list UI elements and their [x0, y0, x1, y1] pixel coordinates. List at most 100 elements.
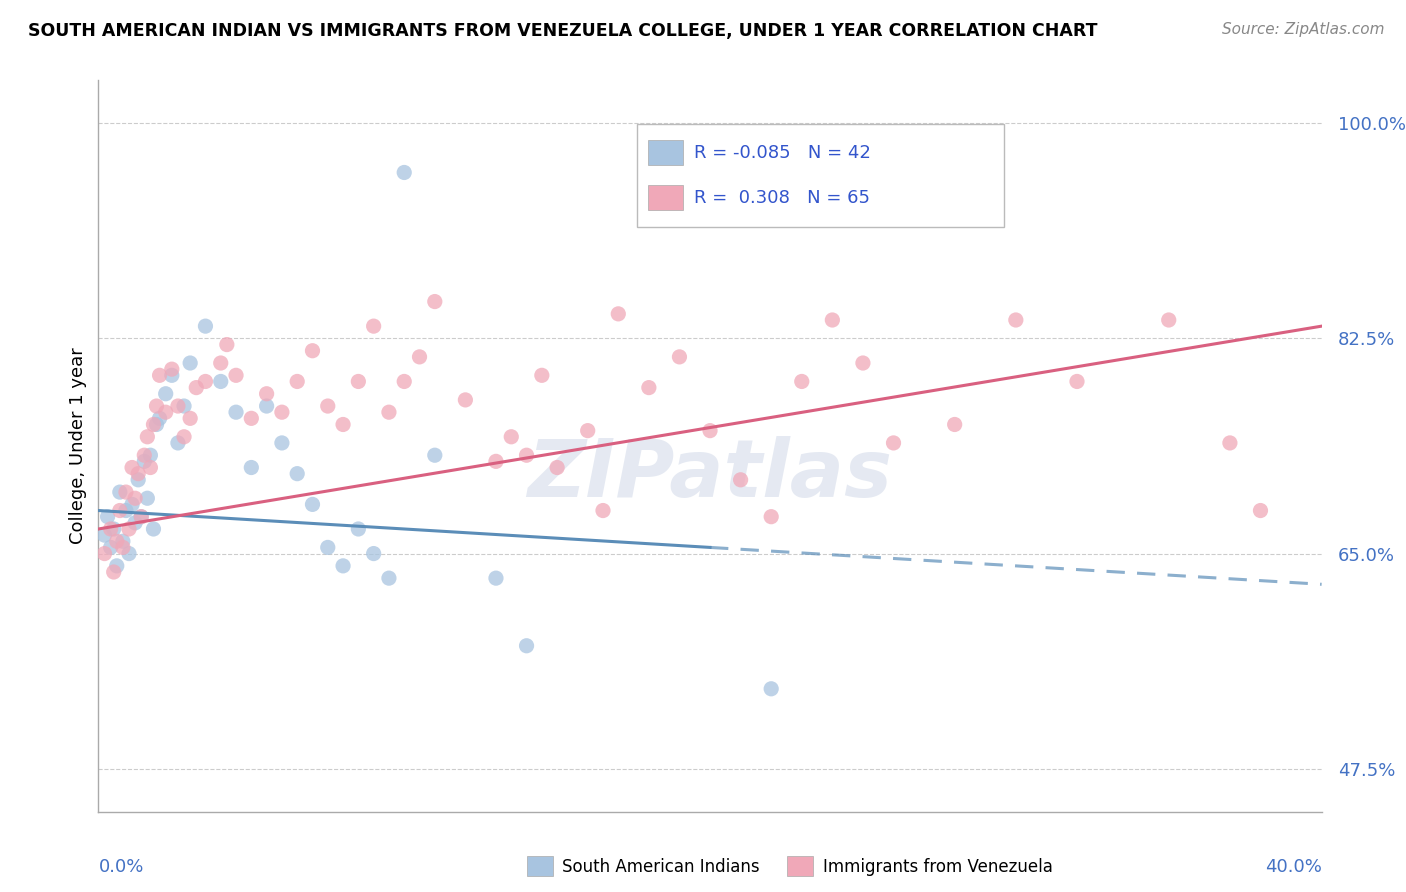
Point — [124, 516, 146, 530]
Point — [209, 356, 232, 370]
Point — [821, 313, 844, 327]
Point — [530, 368, 553, 383]
Point — [103, 565, 125, 579]
Point — [145, 417, 167, 432]
Point — [155, 386, 177, 401]
Point — [1004, 313, 1026, 327]
Point — [136, 430, 159, 444]
Point — [301, 497, 323, 511]
Point — [378, 405, 401, 419]
Point — [108, 485, 131, 500]
Text: South American Indians: South American Indians — [562, 858, 761, 876]
Point — [485, 571, 508, 585]
Point — [225, 368, 247, 383]
Point — [129, 509, 152, 524]
Point — [761, 509, 783, 524]
Text: R =  0.308   N = 65: R = 0.308 N = 65 — [695, 189, 870, 207]
Point — [501, 430, 523, 444]
Point — [699, 424, 721, 438]
Point — [516, 639, 538, 653]
Text: SOUTH AMERICAN INDIAN VS IMMIGRANTS FROM VENEZUELA COLLEGE, UNDER 1 YEAR CORRELA: SOUTH AMERICAN INDIAN VS IMMIGRANTS FROM… — [28, 22, 1098, 40]
Point — [124, 491, 146, 506]
Point — [423, 448, 446, 462]
Point — [761, 681, 783, 696]
Point — [179, 356, 201, 370]
Point — [142, 522, 165, 536]
Point — [93, 547, 115, 561]
Point — [270, 405, 294, 419]
Point — [121, 497, 143, 511]
Point — [256, 399, 278, 413]
Point — [285, 467, 308, 481]
Point — [105, 558, 128, 573]
Point — [1250, 503, 1272, 517]
Point — [209, 375, 232, 389]
Point — [149, 368, 172, 383]
Point — [668, 350, 690, 364]
Point — [285, 375, 308, 389]
Point — [167, 399, 190, 413]
Point — [637, 381, 661, 395]
Text: 0.0%: 0.0% — [98, 858, 143, 876]
Point — [149, 411, 172, 425]
Point — [347, 522, 370, 536]
Point — [790, 375, 813, 389]
Point — [173, 399, 195, 413]
Point — [270, 436, 294, 450]
Point — [139, 448, 162, 462]
Point — [194, 375, 217, 389]
Point — [136, 491, 159, 506]
Point — [160, 362, 183, 376]
Point — [100, 522, 122, 536]
Point — [103, 522, 125, 536]
Text: 40.0%: 40.0% — [1265, 858, 1322, 876]
Point — [392, 165, 416, 179]
Point — [121, 460, 143, 475]
Point — [256, 386, 278, 401]
Point — [301, 343, 323, 358]
Point — [215, 337, 238, 351]
Point — [576, 424, 599, 438]
Point — [108, 503, 131, 517]
Point — [179, 411, 201, 425]
Text: Immigrants from Venezuela: Immigrants from Venezuela — [823, 858, 1052, 876]
Point — [363, 319, 385, 334]
Point — [378, 571, 401, 585]
Point — [139, 460, 162, 475]
Point — [1157, 313, 1180, 327]
Point — [1066, 375, 1088, 389]
Point — [115, 485, 138, 500]
Point — [115, 503, 138, 517]
Point — [607, 307, 630, 321]
Point — [546, 460, 568, 475]
Text: ZIPatlas: ZIPatlas — [527, 436, 893, 515]
Point — [332, 558, 354, 573]
Point — [105, 534, 128, 549]
Point — [134, 454, 156, 468]
Point — [943, 417, 966, 432]
Point — [392, 375, 416, 389]
Point — [194, 319, 217, 334]
Point — [97, 509, 120, 524]
Point — [111, 534, 134, 549]
Point — [316, 399, 339, 413]
Point — [142, 417, 165, 432]
Point — [167, 436, 190, 450]
Point — [145, 399, 167, 413]
Point — [883, 436, 905, 450]
Point — [852, 356, 875, 370]
Point — [93, 528, 115, 542]
Point — [134, 448, 156, 462]
Point — [127, 467, 149, 481]
Point — [225, 405, 247, 419]
Point — [240, 411, 263, 425]
Point — [592, 503, 614, 517]
Point — [485, 454, 508, 468]
Y-axis label: College, Under 1 year: College, Under 1 year — [69, 348, 87, 544]
Point — [155, 405, 177, 419]
Point — [127, 473, 149, 487]
Point — [347, 375, 370, 389]
Point — [240, 460, 263, 475]
Text: Source: ZipAtlas.com: Source: ZipAtlas.com — [1222, 22, 1385, 37]
Point — [118, 547, 141, 561]
